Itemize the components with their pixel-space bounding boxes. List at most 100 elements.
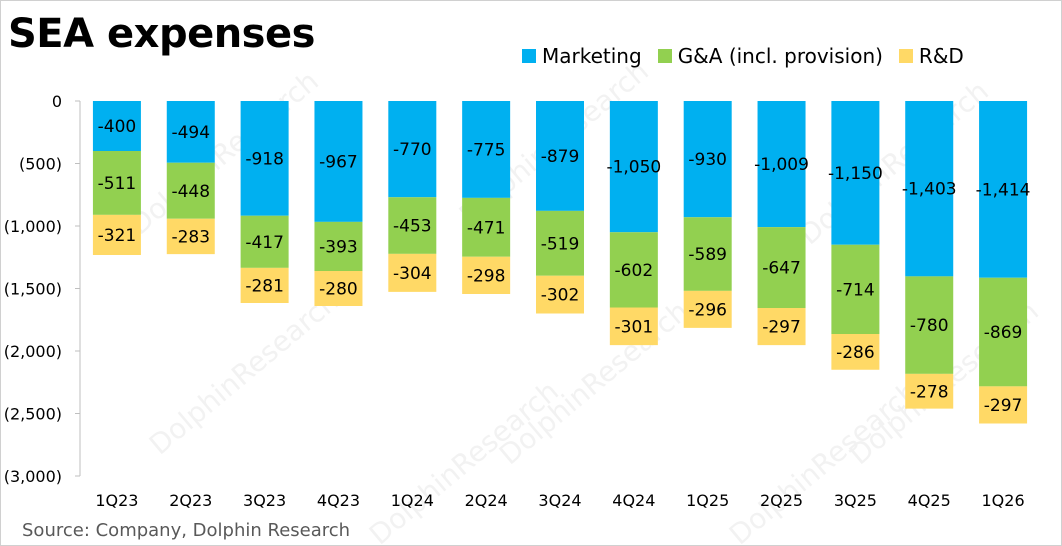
bar-segment-rd: [609, 307, 658, 346]
data-label: -281: [245, 276, 284, 296]
bar-segment-rd: [314, 271, 363, 306]
data-label: -519: [541, 234, 580, 254]
watermark-text: DolphinResearch: [363, 374, 565, 546]
chart-title: SEA expenses: [8, 11, 315, 57]
x-tick-label: 2Q23: [169, 491, 212, 510]
bar-segment-rd: [536, 275, 584, 314]
data-label: -602: [615, 261, 654, 281]
x-tick-label: 3Q24: [538, 491, 581, 510]
x-tick-label: 1Q25: [686, 491, 729, 510]
watermark-text: DolphinResearch: [793, 74, 995, 251]
data-label: -714: [836, 280, 875, 300]
watermark-text: DolphinResearch: [143, 284, 345, 461]
data-label: -780: [910, 316, 949, 336]
legend-item-ga: G&A (incl. provision): [657, 44, 883, 68]
data-label: -1,050: [606, 158, 661, 178]
data-label: -278: [910, 382, 949, 402]
bar-segment-rd: [905, 373, 954, 409]
bar-segment-ga: [314, 221, 363, 271]
y-tick-label: 0: [52, 92, 62, 111]
bar-segment-ga: [683, 217, 732, 291]
y-tick-label: (2,000): [4, 342, 62, 361]
watermark-text: DolphinResearch: [493, 294, 695, 471]
bar-segment-ga: [388, 197, 437, 254]
bar-segment-marketing: [683, 101, 732, 218]
data-label: -647: [762, 259, 801, 279]
data-label: -1,414: [976, 180, 1031, 200]
data-label: -283: [171, 227, 210, 247]
y-tick-label: (1,000): [4, 217, 62, 236]
bar-segment-rd: [240, 267, 289, 303]
data-label: -770: [393, 140, 432, 160]
legend-label-rd: R&D: [918, 44, 964, 68]
bar-segment-ga: [240, 215, 289, 268]
legend-swatch-marketing: [522, 49, 536, 63]
legend-swatch-ga: [657, 49, 672, 63]
x-tick-label: 2Q24: [465, 491, 508, 510]
legend-label-ga: G&A (incl. provision): [677, 44, 883, 68]
data-label: -967: [319, 152, 358, 172]
bar-segment-rd: [683, 290, 732, 328]
data-label: -775: [467, 140, 506, 160]
data-label: -1,150: [828, 164, 883, 184]
data-label: -302: [541, 286, 580, 306]
data-label: -453: [393, 217, 432, 237]
bar-segment-marketing: [314, 101, 363, 222]
bar-segment-rd: [757, 308, 806, 346]
legend-item-marketing: Marketing: [522, 44, 642, 68]
bar-segment-ga: [905, 276, 954, 374]
bar-segment-ga: [609, 232, 658, 308]
bar-segment-marketing: [979, 101, 1028, 278]
bar-segment-rd: [166, 218, 215, 255]
data-label: -448: [171, 182, 210, 202]
bar-segment-rd: [92, 214, 141, 255]
bar-segment-ga: [536, 210, 584, 276]
bar-segment-marketing: [240, 101, 289, 216]
data-label: -393: [319, 237, 358, 257]
data-label: -879: [541, 147, 580, 167]
bar-segment-ga: [166, 162, 215, 219]
x-tick-label: 1Q23: [95, 491, 138, 510]
x-tick-label: 4Q25: [908, 491, 951, 510]
bar-segment-marketing: [609, 101, 658, 233]
x-tick-label: 3Q25: [834, 491, 877, 510]
bar-segment-rd: [831, 334, 880, 370]
watermark-text: DolphinResearch: [123, 64, 325, 241]
data-label: -286: [836, 343, 875, 363]
y-tick-label: (1,500): [4, 280, 62, 299]
bar-segment-rd: [979, 386, 1028, 424]
x-tick-label: 2Q25: [760, 491, 803, 510]
x-tick-label: 4Q23: [317, 491, 360, 510]
bar-segment-rd: [388, 253, 437, 292]
bar-segment-ga: [462, 197, 511, 257]
legend-item-rd: R&D: [898, 44, 964, 68]
bar-segment-marketing: [166, 101, 215, 163]
legend-label-marketing: Marketing: [542, 44, 642, 68]
bar-segment-marketing: [831, 101, 880, 245]
data-label: -296: [688, 300, 727, 320]
bar-segment-marketing: [536, 101, 584, 211]
data-label: -298: [467, 266, 506, 286]
bar-segment-marketing: [905, 101, 954, 277]
data-label: -400: [98, 117, 137, 137]
bar-segment-ga: [831, 244, 880, 334]
y-tick-label: (3,000): [4, 467, 62, 486]
data-label: -471: [467, 218, 506, 238]
data-label: -280: [319, 280, 358, 300]
bar-segment-ga: [757, 227, 806, 308]
x-tick-label: 4Q24: [612, 491, 655, 510]
bar-segment-marketing: [388, 101, 437, 198]
data-label: -321: [98, 226, 137, 246]
bar-segment-rd: [462, 256, 511, 294]
bar-segment-marketing: [462, 101, 511, 198]
bar-segment-marketing: [92, 101, 141, 151]
data-label: -417: [245, 233, 284, 253]
chart-legend: Marketing G&A (incl. provision) R&D: [522, 44, 980, 68]
y-tick-label: (2,500): [4, 405, 62, 424]
data-label: -918: [245, 149, 284, 169]
legend-swatch-rd: [898, 49, 913, 63]
data-label: -1,403: [902, 180, 957, 200]
data-label: -930: [688, 150, 727, 170]
data-label: -494: [171, 123, 210, 143]
data-label: -589: [688, 245, 727, 265]
